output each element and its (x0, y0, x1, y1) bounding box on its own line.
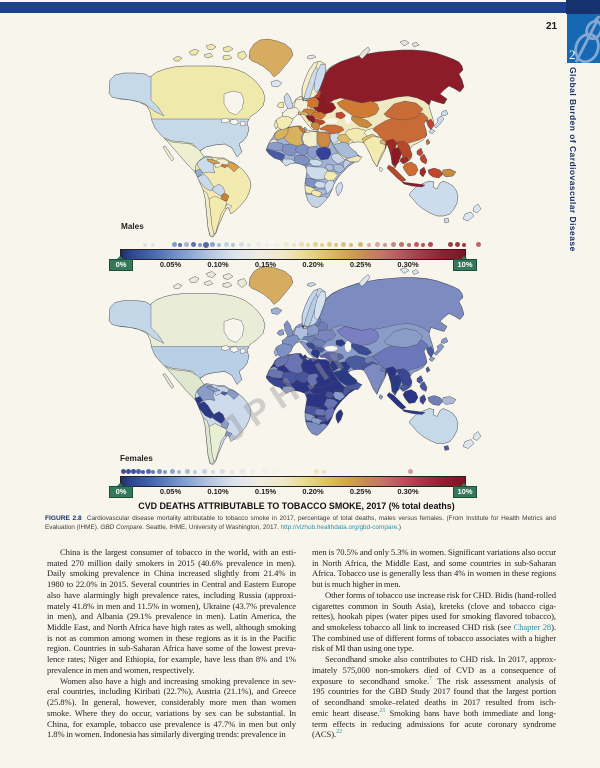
svg-text:2: 2 (569, 47, 576, 62)
